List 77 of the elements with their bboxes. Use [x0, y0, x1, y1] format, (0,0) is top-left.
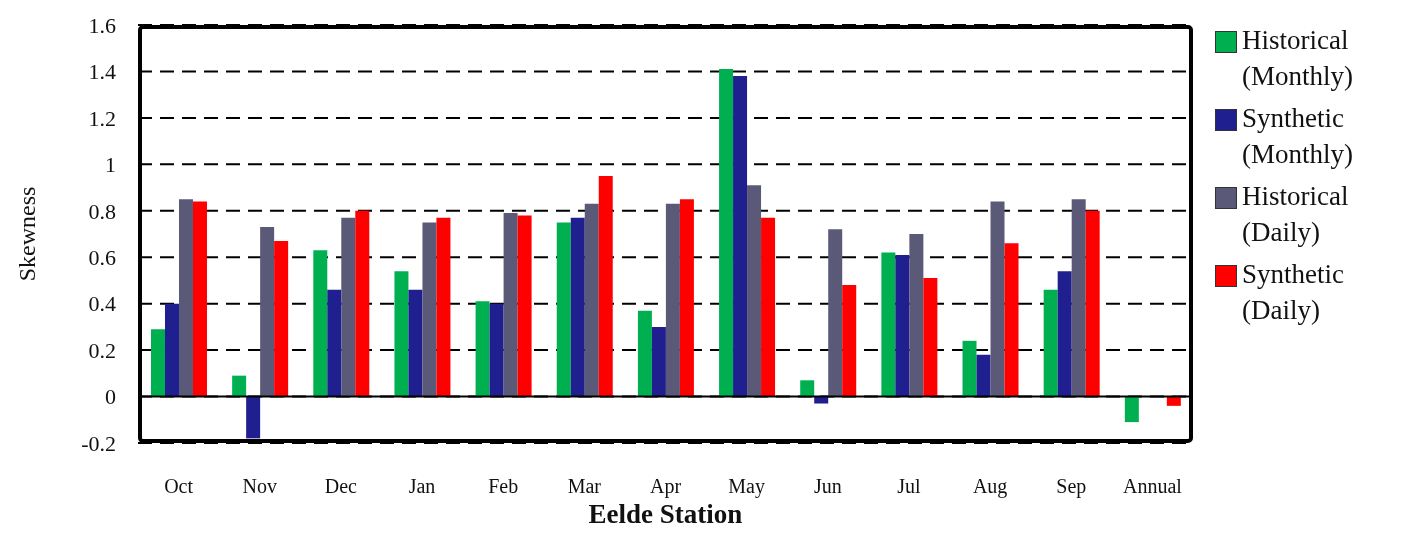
bar	[517, 215, 532, 397]
bar	[355, 210, 370, 397]
bar	[828, 229, 843, 397]
x-tick-label: Sep	[1056, 475, 1087, 499]
bar	[503, 213, 518, 397]
bar	[274, 240, 289, 397]
x-tick-label: Apr	[649, 475, 682, 499]
y-tick-label: 0	[105, 384, 116, 410]
y-tick-label: 1.2	[88, 105, 116, 131]
bar	[1124, 396, 1139, 423]
y-tick-label: 1.4	[88, 59, 116, 85]
bar	[408, 289, 423, 397]
bar	[962, 340, 977, 397]
bar	[150, 329, 165, 397]
bar	[1057, 271, 1072, 397]
x-tick-label: Dec	[324, 475, 358, 498]
bar	[1043, 289, 1058, 397]
bar	[164, 303, 179, 397]
bar	[313, 250, 328, 397]
bar	[733, 76, 748, 397]
bar	[341, 217, 356, 397]
x-axis-title: Eelde Station	[588, 499, 743, 529]
x-tick-label: Feb	[488, 475, 519, 498]
legend-label: Historical (Monthly)	[1242, 24, 1354, 93]
x-tick-label: May	[728, 475, 765, 499]
x-tick-label: Aug	[972, 475, 1008, 499]
y-tick-label: 0.2	[88, 337, 116, 363]
x-tick-label: Oct	[164, 475, 194, 498]
bar	[651, 326, 666, 397]
bar	[394, 271, 409, 397]
bar	[990, 201, 1005, 397]
x-tick-label: Nov	[242, 475, 277, 498]
bar	[909, 234, 924, 397]
bar	[1085, 210, 1100, 397]
y-tick-label: 1.6	[88, 12, 116, 38]
bar	[260, 227, 275, 397]
bar	[475, 301, 490, 397]
bar	[246, 396, 261, 439]
y-tick-label: 0.8	[88, 198, 116, 224]
x-tick-label: Jun	[813, 475, 842, 498]
bar	[1071, 199, 1086, 397]
bar	[895, 254, 910, 397]
bar	[747, 185, 762, 397]
bar	[719, 69, 734, 397]
y-tick-label: -0.2	[81, 430, 116, 456]
legend-label: Synthetic (Monthly)	[1242, 102, 1354, 171]
legend-label: Historical (Daily)	[1242, 180, 1350, 249]
bar	[232, 375, 247, 397]
bar	[422, 222, 437, 397]
bar	[436, 217, 451, 397]
y-axis-title: Skewness	[13, 186, 40, 282]
x-tick-label: Jul	[897, 475, 922, 498]
bar	[489, 303, 504, 397]
bar	[923, 278, 938, 397]
bar	[842, 285, 857, 397]
bar	[556, 222, 571, 397]
x-tick-label: Mar	[567, 475, 602, 498]
y-tick-label: 0.4	[88, 291, 116, 317]
bar	[881, 252, 896, 397]
bar	[637, 310, 652, 397]
bar	[679, 199, 694, 397]
bar	[327, 289, 342, 397]
bar	[761, 217, 776, 397]
x-tick-label: Jan	[408, 475, 436, 498]
bar	[800, 380, 815, 397]
bar	[584, 203, 599, 397]
x-tick-label: Annual	[1122, 475, 1183, 498]
bar	[570, 217, 585, 397]
bar	[598, 175, 613, 397]
bar	[178, 199, 193, 397]
bar	[976, 354, 991, 397]
y-tick-label: 0.6	[88, 245, 116, 271]
y-tick-label: 1	[105, 152, 116, 178]
legend-label: Synthetic (Daily)	[1242, 258, 1345, 327]
bar	[1004, 243, 1019, 397]
bar	[192, 201, 207, 397]
bar	[665, 203, 680, 397]
